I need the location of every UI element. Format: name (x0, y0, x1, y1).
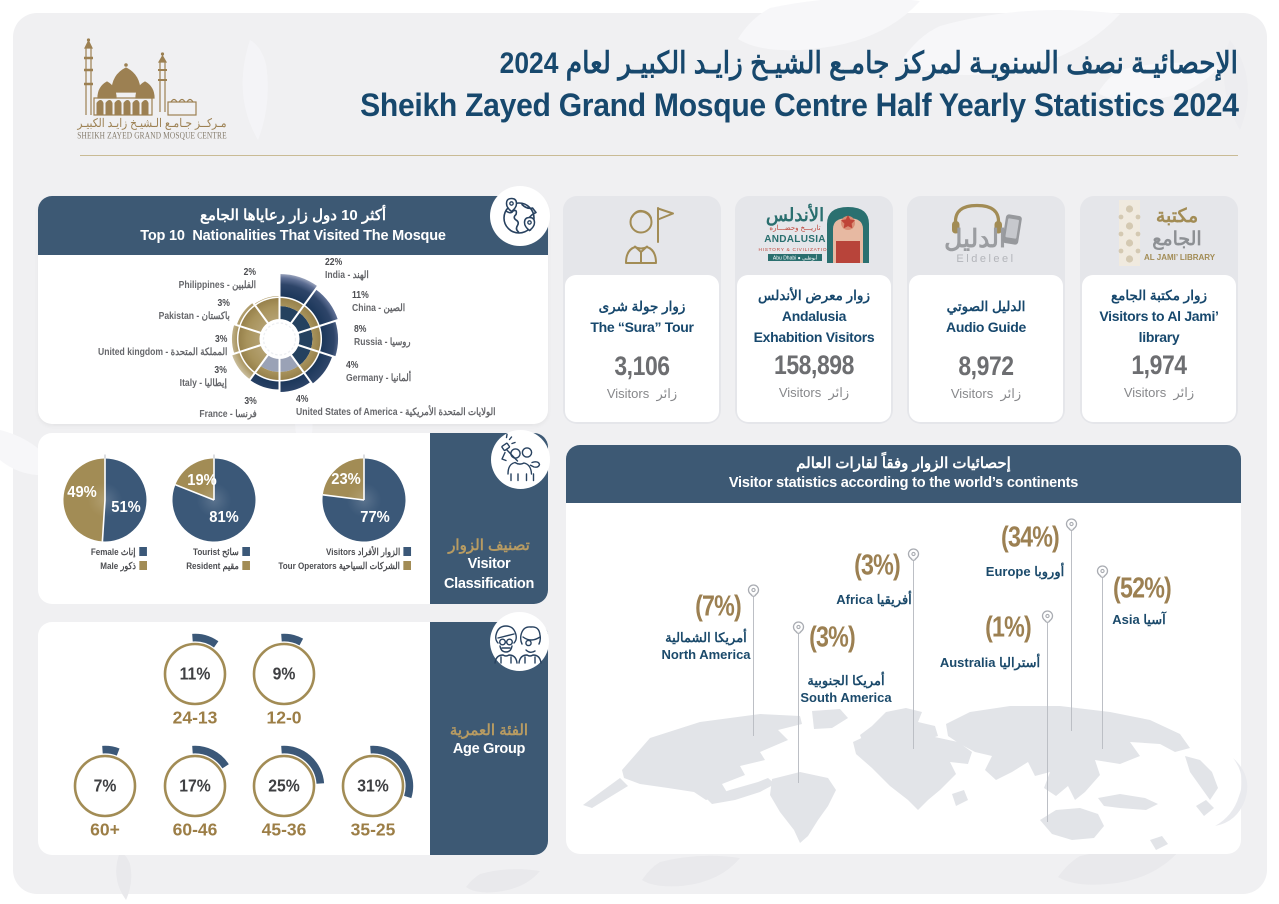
svg-text:الدليل: الدليل (944, 225, 1006, 253)
svg-text:AL JAMI’ LIBRARY: AL JAMI’ LIBRARY (1144, 253, 1216, 262)
svg-text:HISTORY & CIVILIZATION: HISTORY & CIVILIZATION (759, 247, 832, 253)
svg-text:مـركــز جـامـع الـشيـخ زايـد ا: مـركــز جـامـع الـشيـخ زايـد الكبيـر (76, 117, 226, 130)
svg-text:مكتبة: مكتبة (1156, 206, 1198, 227)
svg-text:SHEIKH ZAYED GRAND MOSQUE CENT: SHEIKH ZAYED GRAND MOSQUE CENTRE (77, 131, 227, 141)
svg-text:تاريـــخ وحضـــاره: تاريـــخ وحضـــاره (769, 224, 820, 232)
svg-text:ANDALUSIA: ANDALUSIA (764, 234, 826, 245)
svg-text:الأندلس: الأندلس (766, 203, 824, 226)
svg-text:الجامع: الجامع (1152, 229, 1201, 250)
svg-text:Eldeleel: Eldeleel (956, 253, 1015, 265)
svg-text:Abu Dhabi ● أبوظبي: Abu Dhabi ● أبوظبي (773, 254, 818, 262)
